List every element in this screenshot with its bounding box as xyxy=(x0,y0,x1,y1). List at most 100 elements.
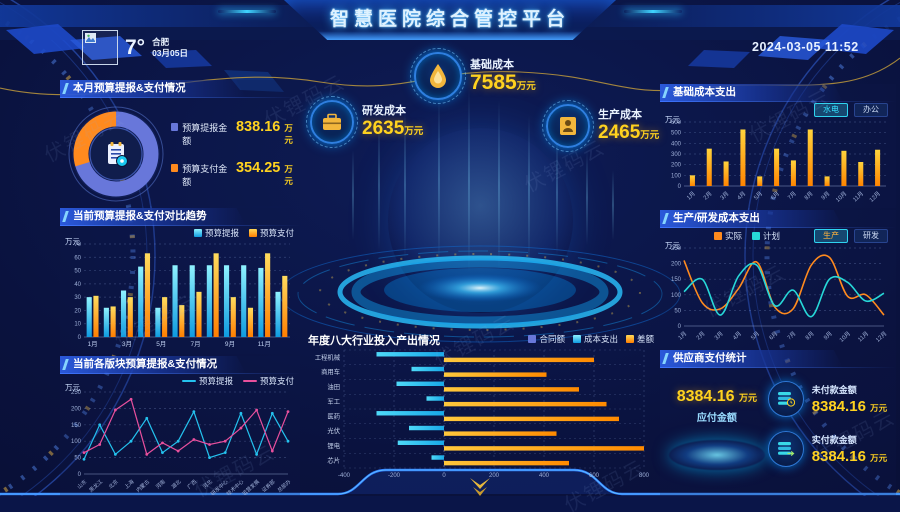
svg-text:内蒙古: 内蒙古 xyxy=(134,478,151,494)
legend-value: 838.16 xyxy=(235,118,281,135)
legend-item[interactable]: 差额 xyxy=(625,333,654,345)
legend-swatch xyxy=(193,228,202,237)
svg-text:150: 150 xyxy=(671,277,682,283)
y-axis-unit: 万元 xyxy=(65,237,80,246)
panel-budget-blocks: 当前各版块预算提报&支付情况 预算提报 预算支付 万元 0 50 100 150 200… xyxy=(60,356,300,498)
svg-text:100: 100 xyxy=(671,173,682,179)
tab-bangong[interactable]: 办公 xyxy=(854,102,888,117)
broken-image-icon xyxy=(85,33,96,43)
stat-ring xyxy=(410,48,466,104)
legend-swatch xyxy=(625,334,634,343)
holographic-pedestal xyxy=(668,440,765,470)
stat-ring xyxy=(542,100,594,152)
svg-text:0: 0 xyxy=(78,335,82,341)
payable-value: 8384.16 万元 xyxy=(676,388,757,405)
tab-shuidian[interactable]: 水电 xyxy=(814,102,848,117)
stat-ring xyxy=(306,96,358,148)
svg-text:5月: 5月 xyxy=(753,190,764,201)
legend-line-swatch xyxy=(181,379,196,382)
panel-title: 当前各版块预算提报&支付情况 xyxy=(60,356,246,373)
panel-title: 基础成本支出 xyxy=(660,84,843,101)
svg-text:-400: -400 xyxy=(338,473,351,479)
svg-text:总部办: 总部办 xyxy=(275,478,292,494)
svg-text:0: 0 xyxy=(442,473,446,479)
svg-text:6月: 6月 xyxy=(770,190,781,201)
svg-text:11月: 11月 xyxy=(258,340,271,348)
svg-text:9月: 9月 xyxy=(820,190,831,201)
svg-text:60: 60 xyxy=(74,255,81,261)
svg-text:5月: 5月 xyxy=(156,340,166,348)
header-glow-left xyxy=(218,10,276,13)
stat-prod-cost: 生产成本 2465万元 xyxy=(542,100,660,152)
legend-swatch xyxy=(714,231,722,240)
header-glow-right xyxy=(624,10,682,13)
stat-value: 2465万元 xyxy=(598,122,660,143)
row-value: 8384.16 万元 xyxy=(811,448,888,465)
hologram-sphere xyxy=(388,128,573,313)
svg-text:9月: 9月 xyxy=(225,340,235,348)
svg-text:湖北: 湖北 xyxy=(169,477,183,490)
legend-swatch xyxy=(170,122,179,131)
panel-prod-rd: 生产/研发成本支出 实际 计划 生产 研发 万元 0 50 100 150 200 250… xyxy=(660,210,896,350)
payable-block: 8384.16 万元 应付金额 xyxy=(666,374,768,480)
svg-text:山东: 山东 xyxy=(75,478,88,491)
legend-unit: 万元 xyxy=(284,163,293,186)
legend-item[interactable]: 预算支付 xyxy=(248,227,294,239)
row-label: 未付款金额 xyxy=(811,385,857,395)
svg-text:运营发展: 运营发展 xyxy=(240,478,261,495)
svg-text:2月: 2月 xyxy=(702,190,713,201)
svg-text:油田: 油田 xyxy=(327,382,340,391)
svg-text:200: 200 xyxy=(489,473,500,479)
payable-label: 应付金额 xyxy=(696,413,737,424)
supplier-row-unpaid: 未付款金额 8384.16 万元 xyxy=(767,380,892,417)
svg-text:10月: 10月 xyxy=(838,330,852,343)
legend-unit: 万元 xyxy=(284,122,293,145)
svg-text:-200: -200 xyxy=(388,473,401,479)
base-cost-bar-chart: 0 100 200 300 400 500 600 1月 2月 3月 4月 5月 6月 7月 8月 9月 10月… xyxy=(671,120,886,204)
svg-text:锂电: 锂电 xyxy=(327,441,340,450)
svg-text:广西: 广西 xyxy=(185,478,198,491)
tab-shengchan[interactable]: 生产 xyxy=(814,228,848,243)
title-plate-glow-edge xyxy=(284,0,616,40)
legend-item-tibao[interactable]: 预算提报金额 838.16 万元 xyxy=(170,118,300,147)
panel-title: 生产/研发成本支出 xyxy=(660,210,843,227)
stat-base-cost: 基础成本 7585万元 xyxy=(410,48,536,104)
weather-date: 03月05日 xyxy=(152,47,188,58)
supplier-row-paid: 实付款金额 8384.16 万元 xyxy=(767,430,892,467)
legend-item-zhifu[interactable]: 预算支付金额 354.25 万元 xyxy=(170,160,300,188)
legend-item[interactable]: 成本支出 xyxy=(572,333,618,345)
svg-text:11月: 11月 xyxy=(857,330,870,343)
legend-swatch xyxy=(752,231,761,240)
tab-yanfa[interactable]: 研发 xyxy=(854,228,888,243)
legend-item[interactable]: 合同额 xyxy=(528,333,565,345)
svg-text:光伏: 光伏 xyxy=(327,426,340,435)
svg-text:6月: 6月 xyxy=(768,330,779,341)
svg-text:河南: 河南 xyxy=(154,478,167,491)
svg-text:北京: 北京 xyxy=(107,478,120,491)
legend-item[interactable]: 预算提报 xyxy=(181,375,233,387)
svg-text:12月: 12月 xyxy=(868,190,882,203)
svg-text:10月: 10月 xyxy=(834,190,848,203)
svg-text:600: 600 xyxy=(589,473,600,479)
svg-text:3月: 3月 xyxy=(122,340,132,348)
svg-text:20: 20 xyxy=(74,308,81,314)
coins-unpaid-icon xyxy=(767,380,804,417)
panel-industry: 年度八大行业投入产出情况 合同额 成本支出 差额 -400 -200 0 200 400… xyxy=(302,330,658,482)
svg-text:军工: 军工 xyxy=(327,398,340,406)
svg-text:3月: 3月 xyxy=(719,190,730,201)
legend-item[interactable]: 计划 xyxy=(752,230,780,242)
panel-base-cost: 基础成本支出 水电 办公 万元 0 100 200 300 400 500 600 1月 2月 3… xyxy=(660,84,896,208)
svg-text:200: 200 xyxy=(71,406,82,412)
legend-item[interactable]: 预算提报 xyxy=(193,227,239,239)
svg-text:300: 300 xyxy=(671,152,682,158)
legend-item[interactable]: 实际 xyxy=(714,230,742,242)
panel-supplier: 供应商支付统计 8384.16 万元 应付金额 未付款金额 8384.16 万元 xyxy=(660,350,896,498)
legend-item[interactable]: 预算支付 xyxy=(242,375,294,387)
svg-text:40: 40 xyxy=(74,282,81,288)
weather-city: 合肥 xyxy=(152,36,170,47)
svg-text:芯片: 芯片 xyxy=(327,456,340,465)
